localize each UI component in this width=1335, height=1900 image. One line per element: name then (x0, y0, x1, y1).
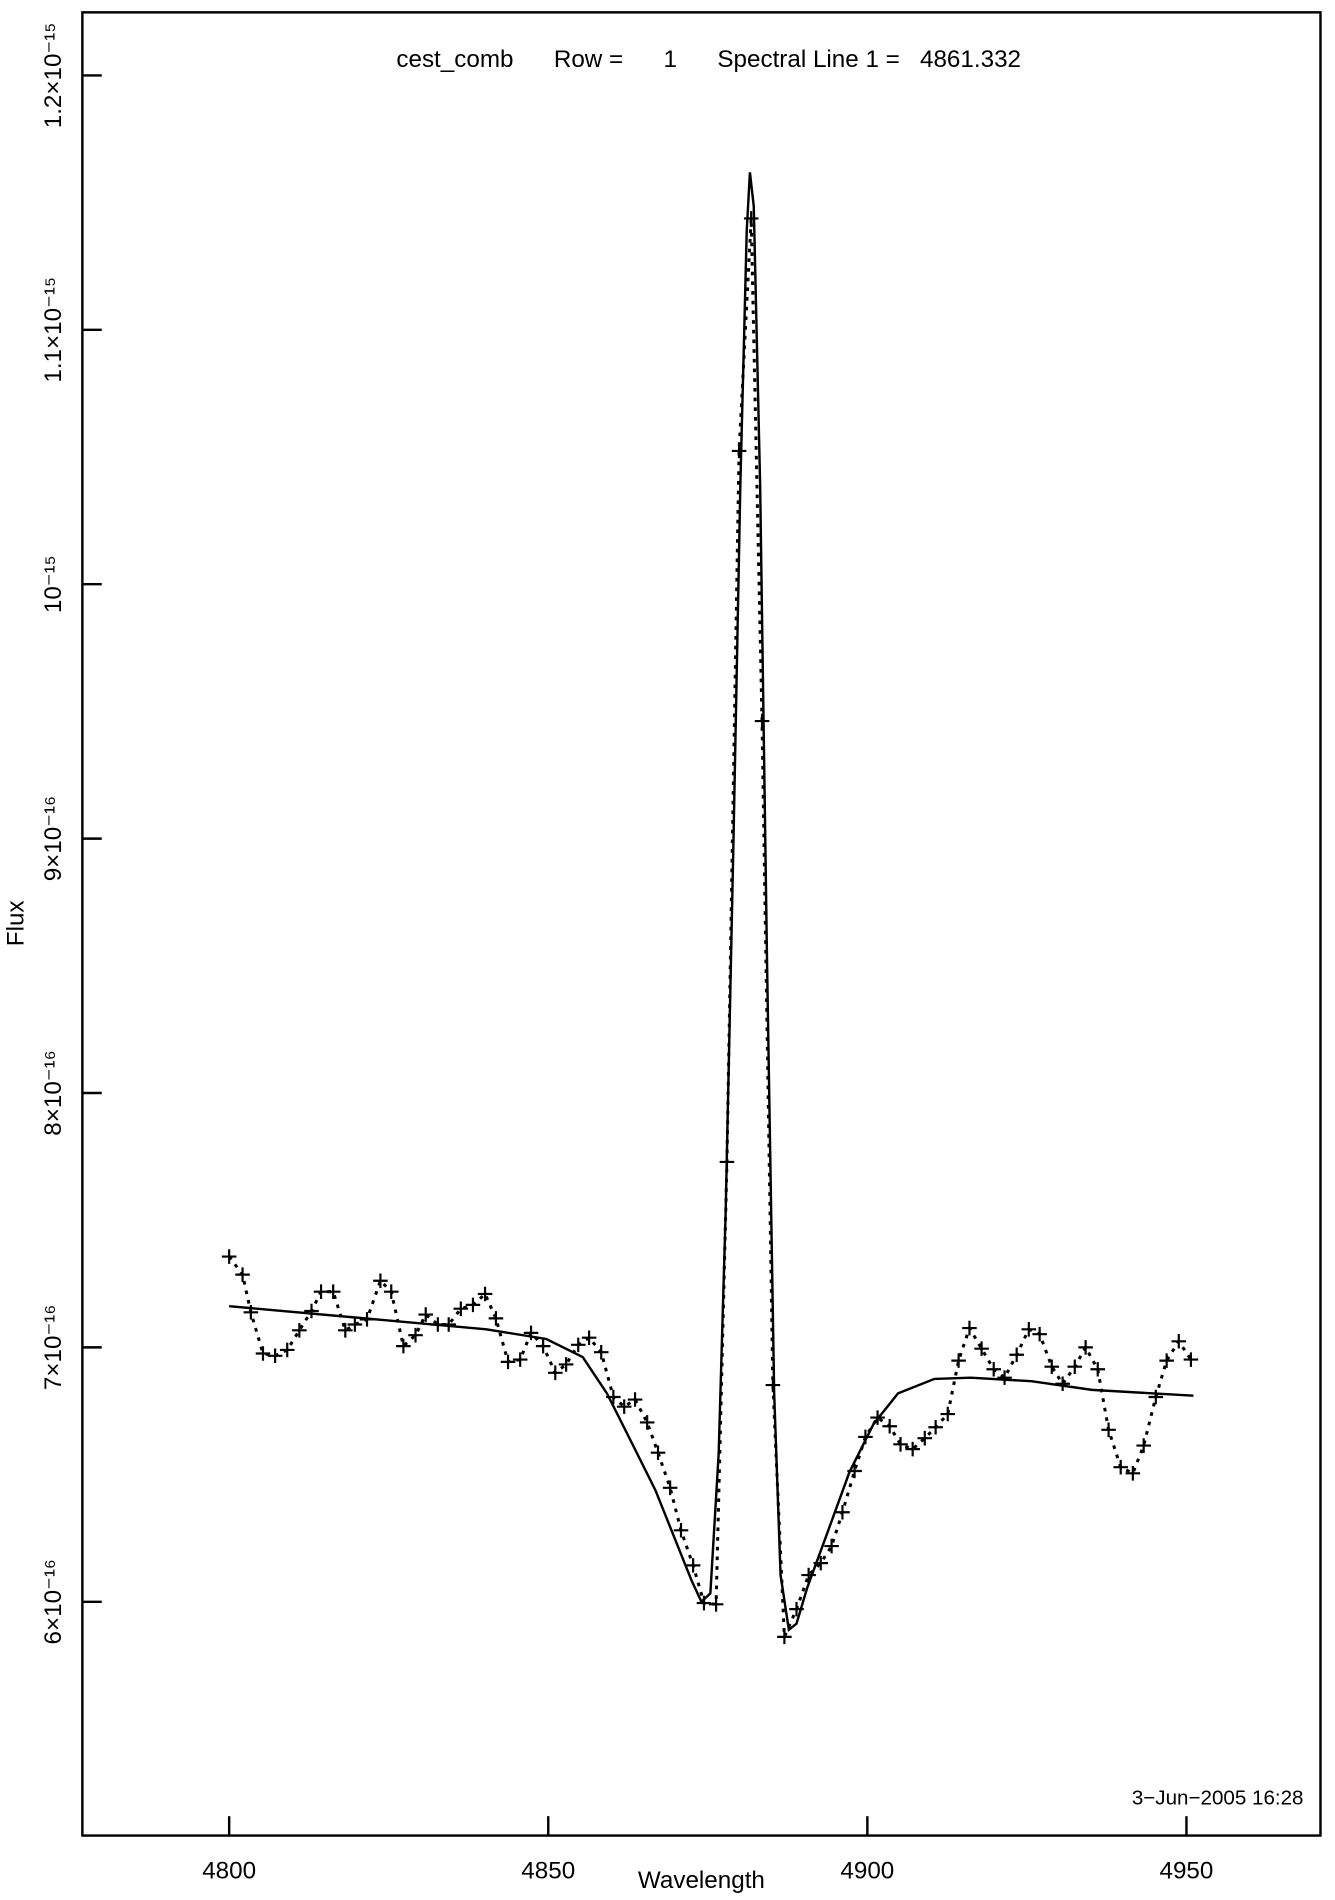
y-tick-label: 8×10⁻¹⁶ (40, 1050, 67, 1135)
data-point (221, 1249, 237, 1264)
chart-title: cest_comb Row = 1 Spectral Line 1 = 4861… (396, 46, 1021, 73)
data-point (477, 1286, 493, 1302)
data-point (488, 1311, 504, 1326)
data-point (928, 1419, 943, 1435)
data-point (893, 1437, 908, 1452)
data-point (639, 1415, 655, 1430)
data-point (418, 1307, 433, 1322)
data-point (255, 1346, 271, 1361)
data-point (1044, 1359, 1060, 1374)
y-tick-label: 1.2×10⁻¹⁵ (40, 23, 67, 129)
data-point (1183, 1352, 1199, 1367)
data-point (1021, 1322, 1037, 1337)
data-point (1136, 1438, 1151, 1453)
data-point (1101, 1422, 1116, 1438)
data-point (581, 1330, 597, 1345)
data-point (453, 1301, 469, 1316)
data-point (235, 1267, 250, 1282)
data-point (673, 1523, 689, 1538)
data-point (650, 1445, 666, 1460)
data-point (1032, 1326, 1047, 1342)
data-point (279, 1342, 295, 1358)
data-point (997, 1370, 1012, 1385)
x-tick-label: 4900 (840, 1857, 894, 1884)
data-point (500, 1354, 516, 1370)
x-tick-label: 4800 (202, 1857, 256, 1884)
data-point (1090, 1361, 1106, 1377)
data-point (1148, 1389, 1164, 1405)
data-point (1125, 1466, 1141, 1481)
data-point (304, 1303, 319, 1319)
y-tick-label: 9×10⁻¹⁶ (40, 796, 67, 881)
data-point (548, 1365, 563, 1381)
data-point (777, 1629, 792, 1645)
data-point (383, 1284, 399, 1299)
data-point (882, 1418, 897, 1434)
data-point (1078, 1340, 1093, 1355)
data-point (662, 1480, 678, 1496)
data-point (1171, 1334, 1187, 1349)
data-point (917, 1430, 933, 1446)
data-point (1113, 1459, 1128, 1475)
data-point (512, 1352, 528, 1367)
series-line (229, 172, 1194, 1633)
data-point (593, 1344, 609, 1360)
data-point (708, 1597, 724, 1612)
y-tick-label: 7×10⁻¹⁶ (40, 1305, 67, 1390)
plot-frame (81, 11, 1322, 1837)
data-point (408, 1327, 423, 1343)
data-point (835, 1504, 850, 1520)
data-point (325, 1284, 341, 1299)
data-point (824, 1538, 839, 1554)
data-point (558, 1357, 574, 1372)
data-point (347, 1317, 363, 1332)
data-point (1067, 1359, 1083, 1374)
data-point (974, 1341, 989, 1356)
x-tick-label: 4850 (521, 1857, 575, 1884)
y-axis-label: Flux (2, 900, 29, 946)
y-tick-label: 1.1×10⁻¹⁵ (40, 277, 67, 383)
data-point (535, 1338, 551, 1354)
data-point (962, 1320, 977, 1336)
y-tick-label: 6×10⁻¹⁶ (40, 1559, 67, 1644)
data-point (627, 1392, 643, 1407)
data-point (801, 1567, 816, 1583)
y-tick-label: 10⁻¹⁵ (40, 555, 67, 613)
data-point (986, 1361, 1001, 1377)
data-point (731, 443, 747, 459)
data-point (373, 1273, 388, 1289)
data-point (570, 1337, 586, 1353)
data-point (940, 1406, 956, 1422)
data-point (616, 1399, 632, 1414)
data-point (1159, 1353, 1174, 1368)
data-point (1009, 1347, 1024, 1363)
data-point (465, 1297, 481, 1313)
x-tick-label: 4950 (1159, 1857, 1213, 1884)
x-axis-label: Wavelength (638, 1867, 765, 1894)
timestamp: 3−Jun−2005 16:28 (1132, 1787, 1304, 1810)
data-point (267, 1348, 283, 1364)
data-point (292, 1323, 307, 1338)
data-point (685, 1558, 701, 1573)
data-point (754, 713, 770, 729)
data-point (338, 1323, 353, 1338)
data-point (951, 1353, 966, 1368)
data-point (313, 1284, 329, 1299)
data-point (905, 1441, 920, 1457)
data-point (396, 1338, 411, 1354)
series-line (227, 218, 1193, 1638)
